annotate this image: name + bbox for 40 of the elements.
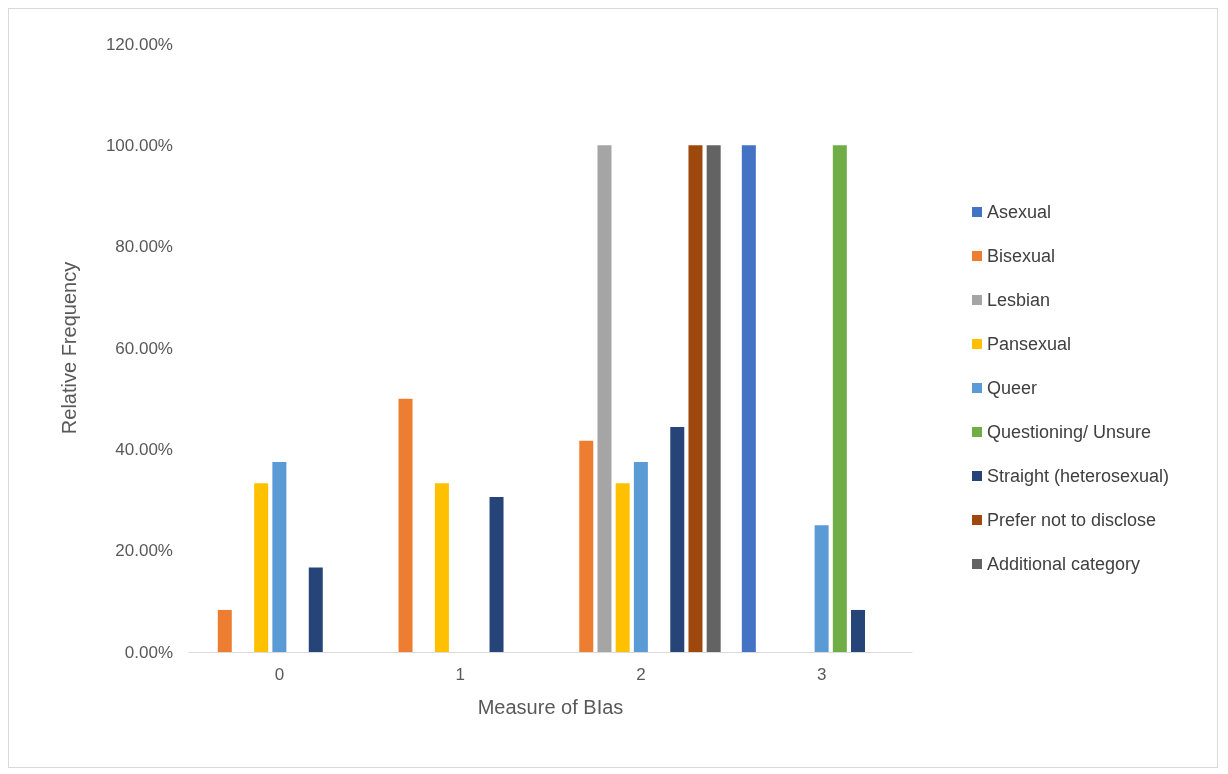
y-tick-label: 120.00%	[105, 34, 173, 54]
legend-label: Prefer not to disclose	[987, 510, 1157, 530]
y-axis-title: Relative Frequency	[58, 261, 80, 435]
bar	[579, 440, 594, 652]
y-tick-label: 0.00%	[124, 642, 173, 662]
y-tick-label: 40.00%	[115, 439, 173, 459]
legend-label: Queer	[987, 378, 1038, 398]
x-tick-label: 1	[455, 665, 465, 684]
bar	[633, 462, 648, 652]
bar	[615, 483, 630, 652]
x-tick-label: 0	[274, 665, 285, 684]
legend-label: Pansexual	[987, 334, 1072, 354]
bar	[688, 145, 703, 652]
bar	[814, 525, 829, 652]
bar	[832, 145, 847, 652]
y-tick-label: 20.00%	[115, 541, 173, 561]
legend-label: Straight (heterosexual)	[987, 466, 1170, 486]
legend-label: Asexual	[987, 202, 1052, 222]
legend-label: Additional category	[987, 554, 1141, 574]
bar	[308, 567, 323, 652]
x-tick-label: 3	[816, 665, 827, 684]
x-axis-title: Measure of BIas	[477, 696, 624, 718]
bar	[434, 483, 449, 652]
bar	[217, 609, 232, 652]
bar	[741, 145, 756, 652]
legend-label: Bisexual	[987, 246, 1056, 266]
bar	[597, 145, 612, 652]
bar	[706, 145, 721, 652]
legend-label: Questioning/ Unsure	[987, 422, 1152, 442]
x-tick-label: 2	[636, 665, 646, 684]
y-tick-label: 80.00%	[115, 237, 173, 257]
y-tick-label: 100.00%	[105, 135, 173, 155]
bar	[272, 462, 287, 652]
bar	[398, 398, 413, 652]
y-tick-label: 60.00%	[115, 338, 173, 358]
legend-label: Lesbian	[987, 290, 1051, 310]
bar	[851, 609, 866, 652]
bar	[489, 496, 504, 652]
bar	[670, 427, 685, 652]
bar	[254, 483, 269, 652]
